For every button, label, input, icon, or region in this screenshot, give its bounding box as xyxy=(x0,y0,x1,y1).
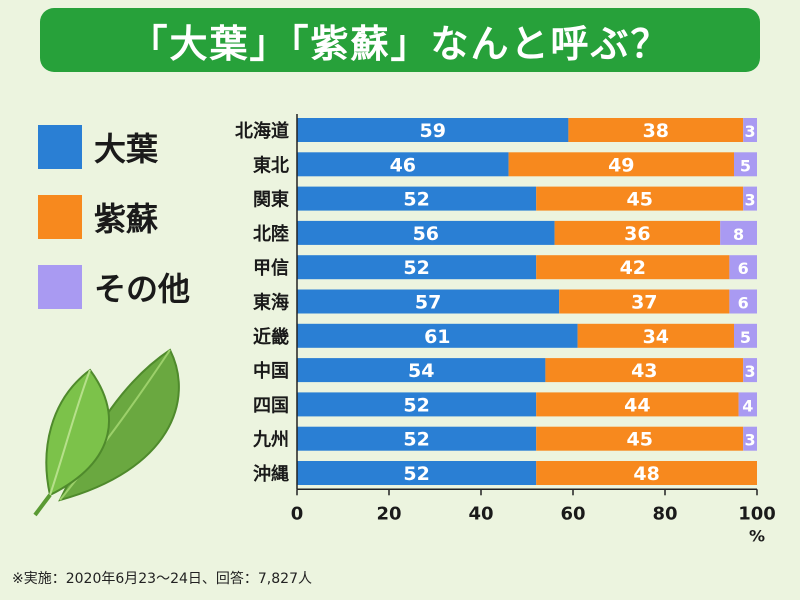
category-label: 北陸 xyxy=(253,223,289,245)
bar-segment xyxy=(297,461,537,485)
legend: 大葉 紫蘇 その他 xyxy=(38,112,190,322)
category-label: 東北 xyxy=(253,154,289,176)
bar-segment xyxy=(297,255,537,280)
x-tick-label: 20 xyxy=(376,503,401,524)
bar-segment xyxy=(536,392,739,417)
bar-segment xyxy=(738,392,757,417)
bar-segment xyxy=(508,152,734,177)
category-label: 九州 xyxy=(252,430,289,451)
data-label: 46 xyxy=(390,154,416,176)
data-label: 49 xyxy=(608,154,634,176)
bar-segment xyxy=(536,255,730,280)
bar-segment xyxy=(734,152,757,177)
data-label: 3 xyxy=(745,122,756,141)
data-label: 44 xyxy=(624,394,650,416)
data-label: 34 xyxy=(643,326,669,348)
data-label: 56 xyxy=(413,223,439,245)
data-label: 42 xyxy=(620,257,646,279)
data-label: 8 xyxy=(733,225,744,244)
bar-segment xyxy=(536,461,757,485)
category-label: 東海 xyxy=(253,292,289,314)
bar-segment xyxy=(568,118,744,142)
data-label: 3 xyxy=(745,191,756,210)
bar-segment xyxy=(297,289,560,314)
data-label: 3 xyxy=(745,431,756,450)
footnote: ※実施：2020年6月23～24日、回答：7,827人 xyxy=(12,571,312,587)
data-label: 52 xyxy=(403,394,429,416)
bar-segment xyxy=(743,358,757,383)
data-label: 4 xyxy=(742,396,753,415)
data-label: 38 xyxy=(643,120,669,142)
bar-segment xyxy=(734,323,757,348)
bar-segment xyxy=(297,323,578,348)
data-label: 37 xyxy=(631,292,657,314)
data-label: 6 xyxy=(738,294,749,313)
bar-segment xyxy=(297,152,509,177)
x-tick-label: 60 xyxy=(560,503,585,524)
legend-item-oba: 大葉 xyxy=(38,112,190,182)
data-label: 52 xyxy=(403,463,429,485)
data-label: 36 xyxy=(624,223,650,245)
x-tick-label: 0 xyxy=(291,503,304,524)
x-tick-label: 80 xyxy=(652,503,677,524)
data-label: 5 xyxy=(740,156,751,175)
legend-item-other: その他 xyxy=(38,252,190,322)
x-tick-label: 100 xyxy=(738,503,776,524)
bar-segment xyxy=(297,220,555,245)
bar-segment xyxy=(297,426,537,451)
category-label: 北海道 xyxy=(235,120,289,142)
bar-segment xyxy=(577,323,734,348)
bar-segment xyxy=(729,289,757,314)
legend-swatch-other xyxy=(38,265,82,309)
x-tick-label: 40 xyxy=(468,503,493,524)
category-label: 近畿 xyxy=(253,326,289,348)
legend-label-oba: 大葉 xyxy=(94,130,159,168)
bar-segment xyxy=(554,220,721,245)
title-banner: 「大葉」「紫蘇」なんと呼ぶ？ xyxy=(40,8,760,72)
data-label: 45 xyxy=(626,429,652,451)
data-label: 52 xyxy=(403,189,429,211)
bar-segment xyxy=(720,220,757,245)
legend-swatch-shiso xyxy=(38,195,82,239)
category-label: 四国 xyxy=(253,395,289,416)
data-label: 54 xyxy=(408,360,434,382)
bar-segment xyxy=(297,186,537,211)
data-label: 52 xyxy=(403,257,429,279)
data-label: 61 xyxy=(424,326,450,348)
bar-segment xyxy=(743,186,757,211)
bar-segment xyxy=(536,186,744,211)
bar-segment xyxy=(743,118,757,142)
data-label: 6 xyxy=(738,259,749,278)
category-label: 中国 xyxy=(253,360,289,382)
data-label: 43 xyxy=(631,360,657,382)
data-label: 57 xyxy=(415,292,441,314)
bar-segment xyxy=(729,255,757,280)
data-label: 59 xyxy=(419,120,445,142)
bar-segment xyxy=(536,426,744,451)
bar-segment xyxy=(545,358,744,383)
category-label: 関東 xyxy=(253,189,289,211)
data-label: 48 xyxy=(633,463,659,485)
data-label: 3 xyxy=(745,362,756,381)
x-unit-label: % xyxy=(749,526,765,545)
data-label: 52 xyxy=(403,429,429,451)
legend-label-other: その他 xyxy=(94,270,191,308)
category-label: 甲信 xyxy=(253,257,289,279)
shiso-leaf-illustration xyxy=(33,348,180,517)
data-label: 5 xyxy=(740,328,751,347)
legend-label-shiso: 紫蘇 xyxy=(94,200,159,238)
bar-segment xyxy=(559,289,730,314)
bar-segment xyxy=(297,358,546,383)
bar-segment xyxy=(297,118,569,142)
category-label: 沖縄 xyxy=(253,463,289,485)
data-label: 45 xyxy=(626,189,652,211)
chart-title: 「大葉」「紫蘇」なんと呼ぶ？ xyxy=(129,21,671,66)
legend-item-shiso: 紫蘇 xyxy=(38,182,190,252)
bar-segment xyxy=(297,392,537,417)
bar-segment xyxy=(743,426,757,451)
legend-swatch-oba xyxy=(38,125,82,169)
